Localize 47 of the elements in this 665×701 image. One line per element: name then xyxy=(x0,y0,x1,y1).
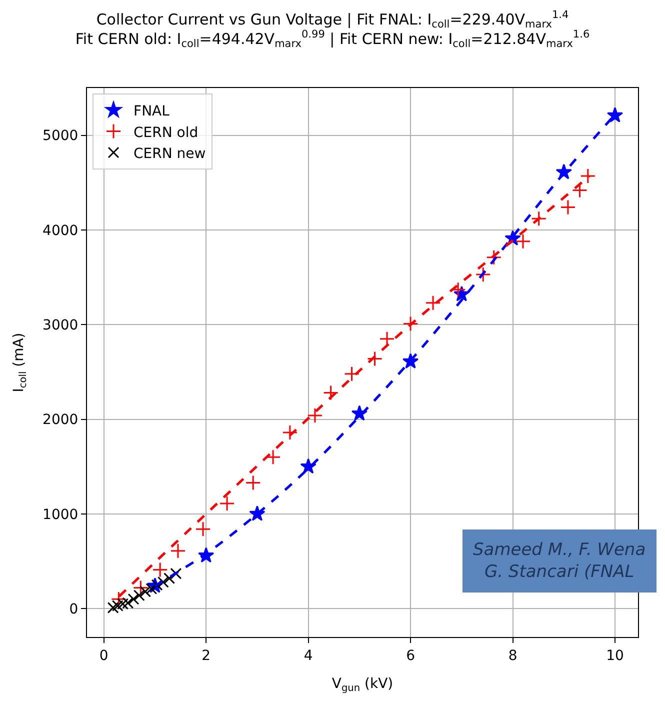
legend-label: CERN new xyxy=(134,146,206,162)
point xyxy=(367,350,383,366)
point xyxy=(344,366,360,382)
point xyxy=(515,234,531,250)
point xyxy=(323,385,339,401)
point xyxy=(531,210,547,226)
point xyxy=(486,250,502,266)
point xyxy=(245,474,261,490)
y-tick-label: 3000 xyxy=(42,318,78,334)
y-tick-label: 1000 xyxy=(42,506,78,523)
point xyxy=(140,586,152,598)
point xyxy=(402,316,418,332)
legend-label: FNAL xyxy=(134,104,170,120)
point xyxy=(606,107,624,122)
x-tick-label: 6 xyxy=(406,648,416,664)
x-tick-label: 8 xyxy=(508,648,518,664)
y-tick-label: 0 xyxy=(69,602,78,618)
point xyxy=(107,602,119,614)
point xyxy=(157,576,169,588)
point xyxy=(300,458,316,474)
point xyxy=(152,562,168,578)
point xyxy=(170,543,186,559)
point xyxy=(132,580,148,596)
annotation: Sameed M., F. Wena G. Stancari (FNAL xyxy=(473,540,646,582)
x-axis-title: V$_{gun}$ (kV) xyxy=(332,676,394,694)
y-tick-label: 2000 xyxy=(42,412,78,428)
legend-label: CERN old xyxy=(134,124,198,141)
point xyxy=(307,408,323,424)
point xyxy=(379,331,395,347)
y-tick-label: 5000 xyxy=(42,128,78,144)
point xyxy=(170,568,182,580)
y-tick-label: 4000 xyxy=(42,222,78,239)
x-tick-label: 4 xyxy=(304,648,313,664)
point xyxy=(425,295,441,311)
point xyxy=(560,200,576,216)
point xyxy=(580,168,596,184)
point xyxy=(117,598,129,610)
point xyxy=(133,590,145,602)
x-tick-label: 10 xyxy=(606,648,624,664)
point xyxy=(128,593,140,605)
point xyxy=(110,591,126,607)
x-tick-label: 0 xyxy=(99,648,108,664)
point xyxy=(219,496,235,512)
point xyxy=(475,266,491,282)
point xyxy=(282,424,298,440)
x-tick-label: 2 xyxy=(202,648,211,664)
point xyxy=(195,521,211,537)
